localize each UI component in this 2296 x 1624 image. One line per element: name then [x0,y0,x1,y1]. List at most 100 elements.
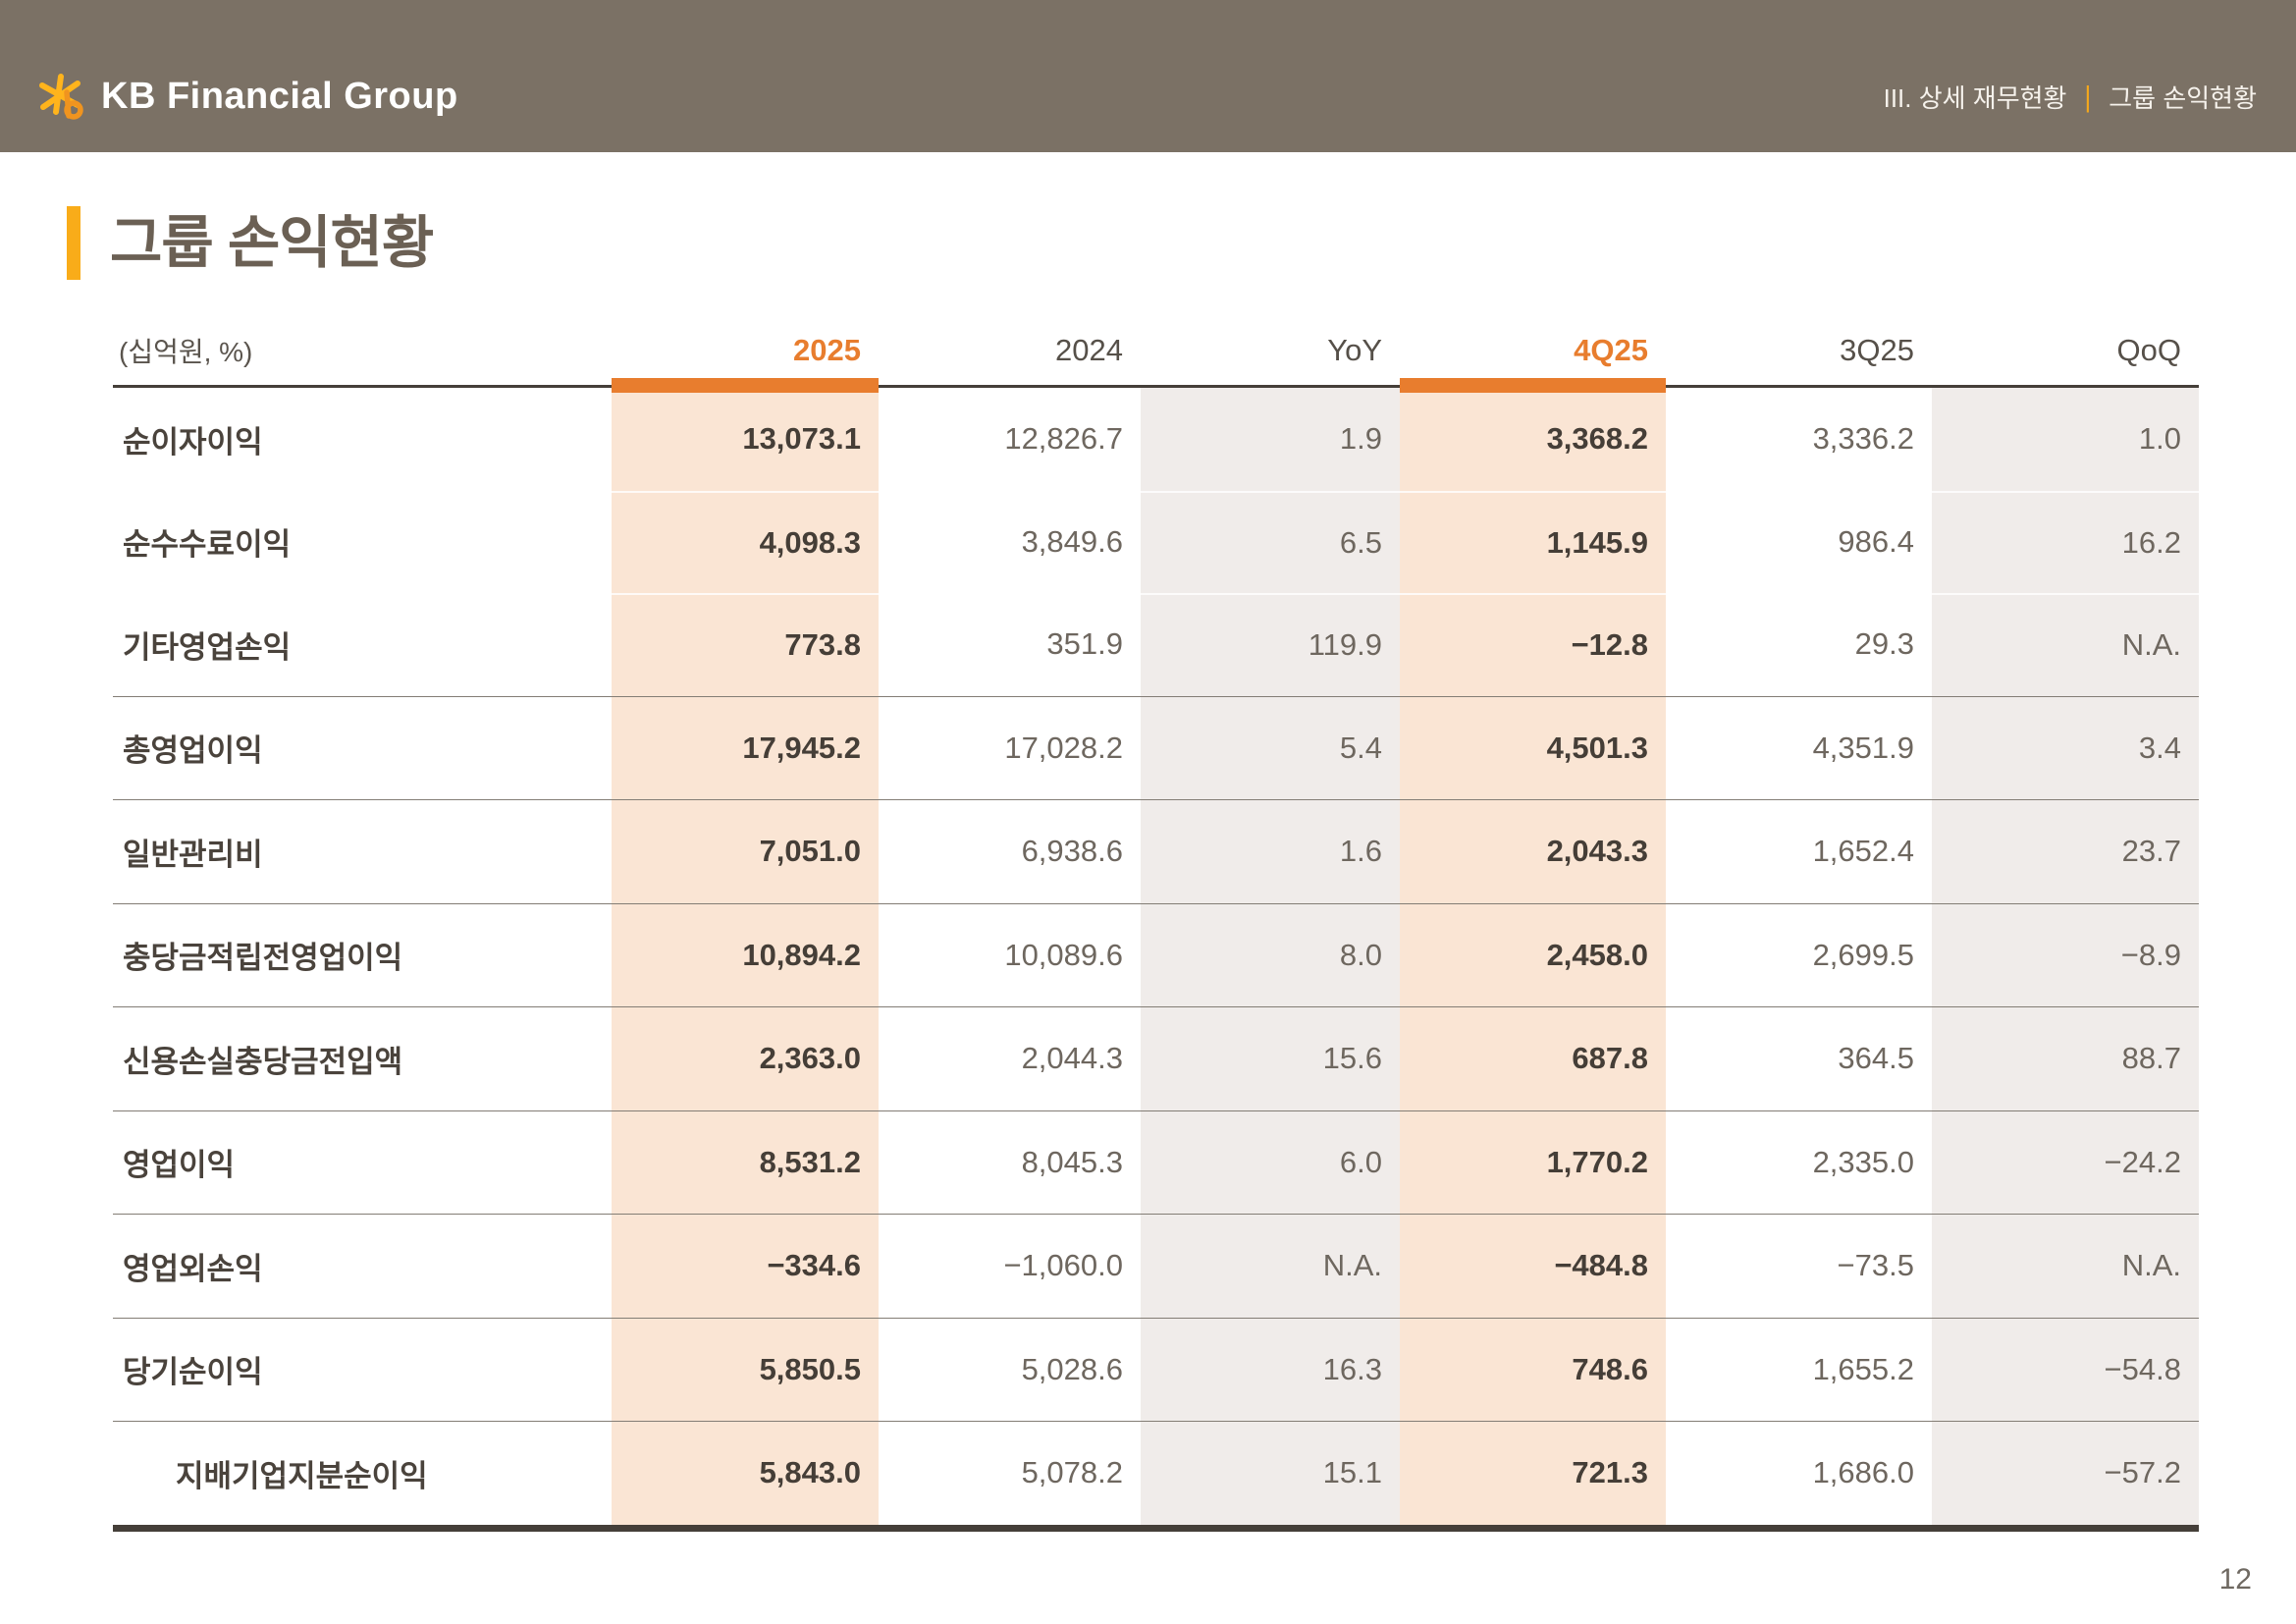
cell-2025: 2,363.0 [612,1007,879,1110]
row-label: 당기순이익 [113,1319,612,1422]
cell-3q25: 2,335.0 [1666,1111,1932,1215]
cell-qoq: 1.0 [1932,388,2199,491]
breadcrumb-separator: | [2084,80,2091,115]
cell-qoq: N.A. [1932,593,2199,696]
cell-qoq: −24.2 [1932,1111,2199,1215]
row-label: 순이자이익 [113,388,612,491]
cell-3q25: 4,351.9 [1666,697,1932,800]
cell-2024: 12,826.7 [879,388,1141,491]
row-label: 총영업이익 [113,697,612,800]
cell-4q25: 2,043.3 [1400,800,1666,903]
cell-4q25: 1,770.2 [1400,1111,1666,1215]
breadcrumb-section: III. 상세 재무현황 [1884,79,2067,115]
col-header-3q25: 3Q25 [1666,316,1932,385]
table-row: 당기순이익 5,850.5 5,028.6 16.3 748.6 1,655.2… [113,1318,2199,1422]
cell-2025: 10,894.2 [612,904,879,1007]
cell-2024: 3,849.6 [879,491,1141,594]
row-label: 충당금적립전영업이익 [113,904,612,1007]
cell-4q25: 721.3 [1400,1422,1666,1525]
cell-2025: 7,051.0 [612,800,879,903]
row-label: 영업외손익 [113,1215,612,1318]
cell-3q25: 1,655.2 [1666,1319,1932,1422]
cell-3q25: 364.5 [1666,1007,1932,1110]
cell-3q25: −73.5 [1666,1215,1932,1318]
cell-qoq: 16.2 [1932,491,2199,594]
col-header-4q25: 4Q25 [1400,316,1666,385]
cell-yoy: 1.6 [1141,800,1400,903]
cell-yoy: 15.1 [1141,1422,1400,1525]
cell-yoy: 15.6 [1141,1007,1400,1110]
cell-qoq: −57.2 [1932,1422,2199,1525]
cell-2025: 17,945.2 [612,697,879,800]
cell-yoy: 6.5 [1141,491,1400,594]
cell-3q25: 3,336.2 [1666,388,1932,491]
cell-qoq: 88.7 [1932,1007,2199,1110]
table-row: 일반관리비 7,051.0 6,938.6 1.6 2,043.3 1,652.… [113,799,2199,903]
page-number: 12 [2219,1563,2252,1597]
cell-2024: −1,060.0 [879,1215,1141,1318]
page-title: 그룹 손익현황 [110,206,433,280]
slide: KB Financial Group III. 상세 재무현황 | 그룹 손익현… [0,0,2296,1624]
breadcrumb: III. 상세 재무현황 | 그룹 손익현황 [1884,79,2257,115]
cell-2024: 8,045.3 [879,1111,1141,1215]
title-block: 그룹 손익현황 [67,206,433,280]
table-row: 영업이익 8,531.2 8,045.3 6.0 1,770.2 2,335.0… [113,1110,2199,1215]
cell-3q25: 1,686.0 [1666,1422,1932,1525]
col-header-2025: 2025 [612,316,879,385]
cell-2024: 5,078.2 [879,1422,1141,1525]
table-row: 지배기업지분순이익 5,843.0 5,078.2 15.1 721.3 1,6… [113,1421,2199,1525]
kb-logo: KB Financial Group [36,73,458,122]
cell-yoy: N.A. [1141,1215,1400,1318]
cell-4q25: −484.8 [1400,1215,1666,1318]
cell-4q25: 1,145.9 [1400,491,1666,594]
row-label: 지배기업지분순이익 [113,1422,612,1525]
table-header-row: (십억원, %) 2025 2024 YoY 4Q25 3Q25 QoQ [113,316,2199,388]
col-header-qoq: QoQ [1932,316,2199,385]
cell-yoy: 8.0 [1141,904,1400,1007]
row-label: 일반관리비 [113,800,612,903]
table-row: 순수수료이익 4,098.3 3,849.6 6.5 1,145.9 986.4… [113,491,2199,594]
cell-yoy: 119.9 [1141,593,1400,696]
cell-2024: 2,044.3 [879,1007,1141,1110]
cell-2024: 17,028.2 [879,697,1141,800]
unit-label: (십억원, %) [113,316,612,385]
cell-2025: 5,843.0 [612,1422,879,1525]
table-row: 신용손실충당금전입액 2,363.0 2,044.3 15.6 687.8 36… [113,1006,2199,1110]
cell-4q25: 3,368.2 [1400,388,1666,491]
cell-2025: 4,098.3 [612,491,879,594]
cell-2024: 10,089.6 [879,904,1141,1007]
cell-3q25: 2,699.5 [1666,904,1932,1007]
table-row: 기타영업손익 773.8 351.9 119.9 −12.8 29.3 N.A. [113,593,2199,696]
income-table: (십억원, %) 2025 2024 YoY 4Q25 3Q25 QoQ 순이자… [113,316,2199,1532]
row-label: 기타영업손익 [113,593,612,696]
cell-2025: −334.6 [612,1215,879,1318]
col-header-2024: 2024 [879,316,1141,385]
cell-2024: 6,938.6 [879,800,1141,903]
cell-2025: 8,531.2 [612,1111,879,1215]
col-header-yoy: YoY [1141,316,1400,385]
cell-qoq: 23.7 [1932,800,2199,903]
cell-qoq: 3.4 [1932,697,2199,800]
cell-3q25: 29.3 [1666,593,1932,696]
breadcrumb-page: 그룹 손익현황 [2109,79,2257,115]
cell-2024: 5,028.6 [879,1319,1141,1422]
cell-4q25: 687.8 [1400,1007,1666,1110]
cell-4q25: 2,458.0 [1400,904,1666,1007]
cell-4q25: 4,501.3 [1400,697,1666,800]
table-row: 총영업이익 17,945.2 17,028.2 5.4 4,501.3 4,35… [113,696,2199,800]
table-row: 순이자이익 13,073.1 12,826.7 1.9 3,368.2 3,33… [113,388,2199,491]
title-accent-bar [67,206,80,280]
cell-qoq: −54.8 [1932,1319,2199,1422]
row-label: 순수수료이익 [113,491,612,594]
top-bar: KB Financial Group III. 상세 재무현황 | 그룹 손익현… [0,0,2296,152]
cell-qoq: −8.9 [1932,904,2199,1007]
row-label: 영업이익 [113,1111,612,1215]
cell-2025: 5,850.5 [612,1319,879,1422]
cell-yoy: 16.3 [1141,1319,1400,1422]
cell-yoy: 1.9 [1141,388,1400,491]
cell-3q25: 1,652.4 [1666,800,1932,903]
cell-qoq: N.A. [1932,1215,2199,1318]
cell-2025: 773.8 [612,593,879,696]
cell-2025: 13,073.1 [612,388,879,491]
table-row: 영업외손익 −334.6 −1,060.0 N.A. −484.8 −73.5 … [113,1214,2199,1318]
